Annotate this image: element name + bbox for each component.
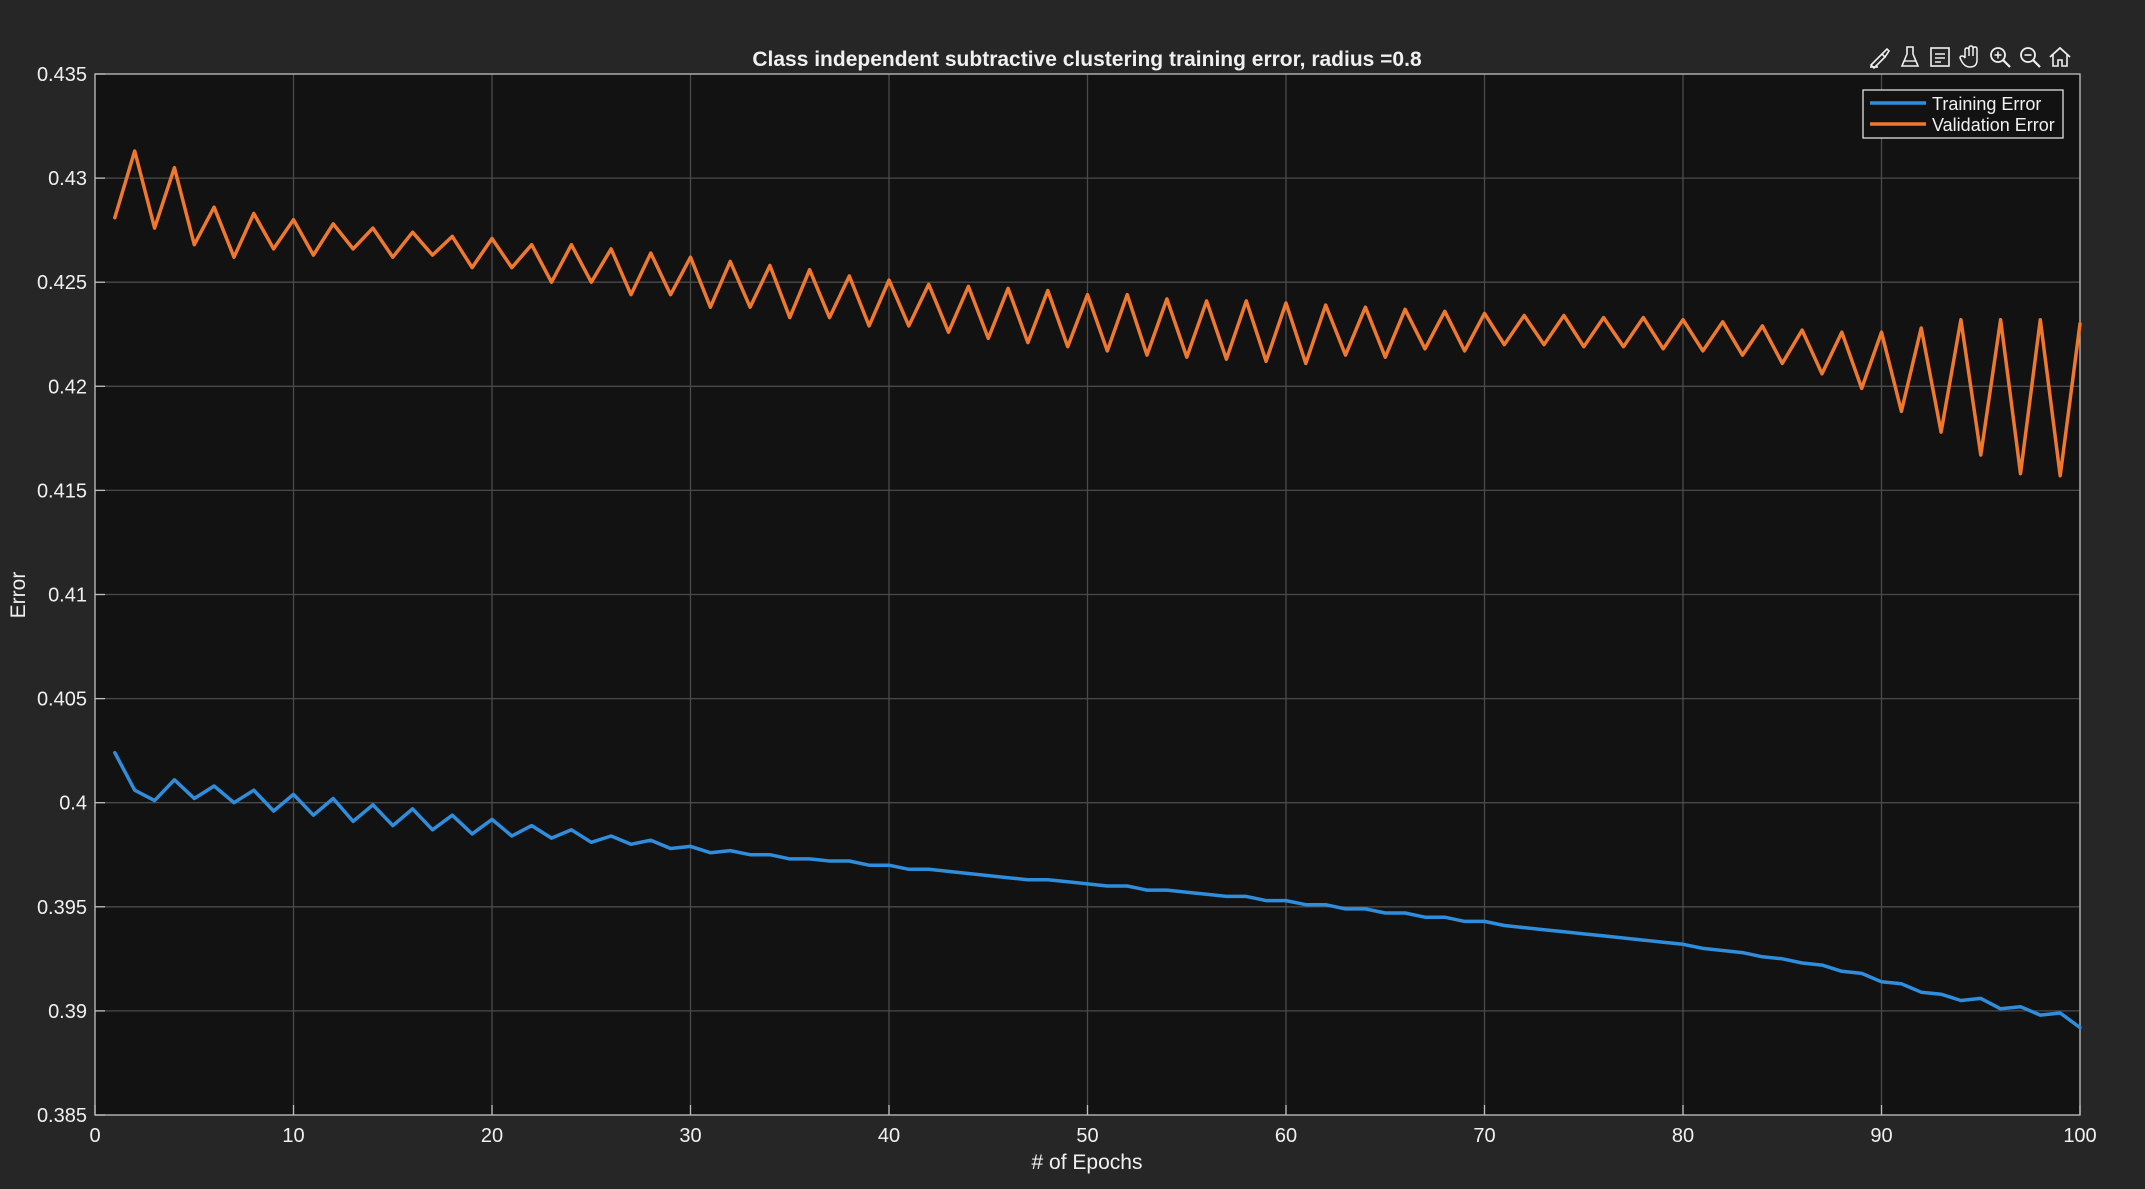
y-tick-label: 0.425 [37, 272, 87, 294]
zoom-out-icon[interactable] [2018, 44, 2042, 70]
y-tick-label: 0.395 [37, 897, 87, 919]
x-tick-label: 90 [1870, 1125, 1892, 1147]
y-tick-label: 0.41 [48, 585, 87, 607]
y-tick-label: 0.42 [48, 376, 87, 398]
x-tick-label: 50 [1076, 1125, 1098, 1147]
axes-toolbar [1868, 44, 2072, 70]
x-tick-label: 10 [282, 1125, 304, 1147]
x-axis: 0 10 20 30 40 50 60 70 80 90 100 [89, 1105, 2097, 1147]
y-tick-label: 0.43 [48, 168, 87, 190]
zoom-in-icon[interactable] [1988, 44, 2012, 70]
clean-data-icon[interactable] [1898, 44, 1922, 70]
y-axis: 0.385 0.39 0.395 0.4 0.405 0.41 0.415 0.42 0.425… [37, 64, 105, 1127]
y-tick-label: 0.435 [37, 64, 87, 86]
series-line-validation-error[interactable] [113, 149, 2082, 478]
legend[interactable]: Training Error Validation Error [1862, 89, 2064, 139]
x-tick-label: 30 [679, 1125, 701, 1147]
series-line-training-error[interactable] [113, 750, 2082, 1030]
legend-label-validation: Validation Error [1932, 115, 2055, 135]
y-tick-label: 0.415 [37, 480, 87, 502]
datatip-icon[interactable] [1928, 44, 1952, 70]
x-tick-label: 40 [878, 1125, 900, 1147]
x-tick-label: 20 [481, 1125, 503, 1147]
legend-box [1862, 89, 2064, 139]
pan-icon[interactable] [1958, 44, 1982, 70]
y-tick-label: 0.4 [59, 793, 87, 815]
chart-title: Class independent subtractive clustering… [752, 48, 1422, 71]
plot-lines [113, 149, 2082, 1030]
x-axis-label: # of Epochs [1032, 1151, 1143, 1174]
y-tick-label: 0.39 [48, 1001, 87, 1023]
x-tick-label: 0 [89, 1125, 100, 1147]
legend-label-training: Training Error [1932, 94, 2041, 114]
y-tick-label: 0.385 [37, 1105, 87, 1127]
brush-data-icon[interactable] [1868, 44, 1892, 70]
x-tick-label: 100 [2063, 1125, 2096, 1147]
y-tick-label: 0.405 [37, 689, 87, 711]
x-tick-label: 70 [1473, 1125, 1495, 1147]
x-tick-label: 60 [1275, 1125, 1297, 1147]
y-axis-label: Error [7, 572, 30, 619]
home-icon[interactable] [2048, 44, 2072, 70]
x-tick-label: 80 [1672, 1125, 1694, 1147]
